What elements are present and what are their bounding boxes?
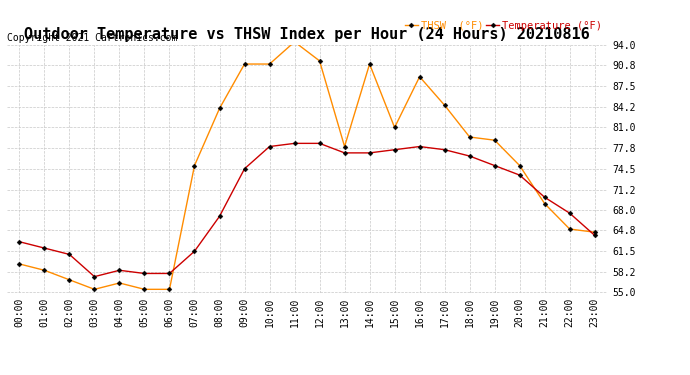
THSW  (°F) xyxy=(40,268,48,273)
Temperature (°F) xyxy=(15,240,23,244)
Text: Copyright 2021 Cartronics.com: Copyright 2021 Cartronics.com xyxy=(7,33,177,42)
Temperature (°F) xyxy=(90,274,99,279)
THSW  (°F) xyxy=(66,278,74,282)
THSW  (°F) xyxy=(566,227,574,231)
Title: Outdoor Temperature vs THSW Index per Hour (24 Hours) 20210816: Outdoor Temperature vs THSW Index per Ho… xyxy=(24,27,590,42)
Temperature (°F) xyxy=(315,141,324,146)
Temperature (°F) xyxy=(40,246,48,250)
THSW  (°F) xyxy=(15,262,23,266)
Temperature (°F) xyxy=(440,147,449,152)
THSW  (°F) xyxy=(190,164,199,168)
Temperature (°F) xyxy=(240,166,248,171)
THSW  (°F) xyxy=(466,135,474,139)
THSW  (°F) xyxy=(491,138,499,142)
THSW  (°F) xyxy=(391,125,399,130)
Temperature (°F) xyxy=(540,195,549,200)
THSW  (°F) xyxy=(90,287,99,292)
THSW  (°F) xyxy=(215,106,224,111)
THSW  (°F) xyxy=(266,62,274,66)
THSW  (°F) xyxy=(290,40,299,44)
Temperature (°F) xyxy=(491,164,499,168)
Legend: THSW  (°F), Temperature (°F): THSW (°F), Temperature (°F) xyxy=(405,21,602,30)
Line: Temperature (°F): Temperature (°F) xyxy=(18,142,596,278)
THSW  (°F) xyxy=(315,58,324,63)
THSW  (°F) xyxy=(140,287,148,292)
THSW  (°F) xyxy=(540,201,549,206)
THSW  (°F) xyxy=(591,230,599,234)
Temperature (°F) xyxy=(466,154,474,158)
Temperature (°F) xyxy=(166,271,174,276)
Temperature (°F) xyxy=(340,151,348,155)
Temperature (°F) xyxy=(215,214,224,219)
THSW  (°F) xyxy=(115,281,124,285)
Temperature (°F) xyxy=(591,233,599,238)
THSW  (°F) xyxy=(340,144,348,149)
Temperature (°F) xyxy=(66,252,74,257)
THSW  (°F) xyxy=(515,164,524,168)
Temperature (°F) xyxy=(190,249,199,254)
Temperature (°F) xyxy=(140,271,148,276)
Temperature (°F) xyxy=(391,147,399,152)
Temperature (°F) xyxy=(515,173,524,177)
THSW  (°F) xyxy=(415,75,424,79)
Temperature (°F) xyxy=(566,211,574,215)
Line: THSW  (°F): THSW (°F) xyxy=(18,40,596,291)
THSW  (°F) xyxy=(166,287,174,292)
Temperature (°F) xyxy=(115,268,124,273)
Temperature (°F) xyxy=(415,144,424,149)
THSW  (°F) xyxy=(440,103,449,108)
THSW  (°F) xyxy=(366,62,374,66)
Temperature (°F) xyxy=(266,144,274,149)
THSW  (°F) xyxy=(240,62,248,66)
Temperature (°F) xyxy=(290,141,299,146)
Temperature (°F) xyxy=(366,151,374,155)
